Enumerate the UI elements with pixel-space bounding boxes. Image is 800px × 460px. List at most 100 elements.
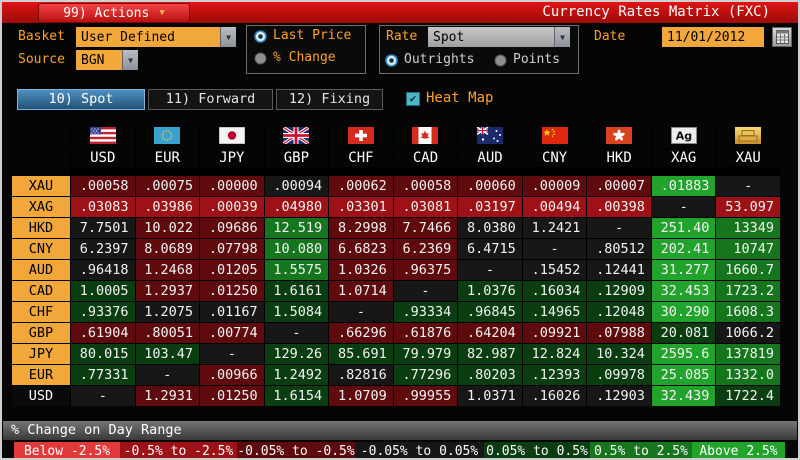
cell-usd-gbp[interactable]: 1.6154 [264,386,329,406]
cell-xau-hkd[interactable]: .00007 [587,176,651,196]
date-field[interactable]: 11/01/2012 [662,27,764,47]
cell-xau-xau[interactable]: - [716,176,780,196]
cell-chf-hkd[interactable]: .12048 [587,302,651,322]
cell-gbp-jpy[interactable]: .00774 [200,323,264,343]
cell-eur-cad[interactable]: .77296 [393,365,458,385]
cell-chf-eur[interactable]: 1.2075 [135,302,200,322]
cell-gbp-xag[interactable]: 20.081 [651,323,716,343]
cell-chf-jpy[interactable]: .01167 [200,302,264,322]
cell-eur-hkd[interactable]: .09978 [587,365,651,385]
cell-xag-xau[interactable]: 53.097 [716,197,780,217]
cell-eur-chf[interactable]: .82816 [329,365,393,385]
cell-hkd-xau[interactable]: 13349 [716,218,780,238]
cell-xag-chf[interactable]: .03301 [329,197,393,217]
cell-eur-eur[interactable]: - [135,365,200,385]
cell-hkd-cny[interactable]: 1.2421 [522,218,587,238]
cell-aud-hkd[interactable]: .12441 [587,260,651,280]
cell-eur-xag[interactable]: 25.085 [651,365,716,385]
cell-jpy-aud[interactable]: 82.987 [458,344,522,364]
cell-usd-jpy[interactable]: .01250 [200,386,264,406]
cell-xau-cny[interactable]: .00009 [522,176,587,196]
cell-jpy-eur[interactable]: 103.47 [135,344,200,364]
cell-hkd-hkd[interactable]: - [587,218,651,238]
heatmap-checkbox[interactable]: ✔ [406,92,420,106]
cell-cad-gbp[interactable]: 1.6161 [264,281,329,301]
cell-cad-cad[interactable]: - [393,281,458,301]
cell-chf-cad[interactable]: .93334 [393,302,458,322]
calendar-button[interactable] [772,27,792,47]
cell-cny-aud[interactable]: 6.4715 [458,239,522,259]
cell-xag-cny[interactable]: .00494 [522,197,587,217]
cell-eur-usd[interactable]: .77331 [71,365,135,385]
cell-gbp-usd[interactable]: .61904 [71,323,135,343]
cell-eur-aud[interactable]: .80203 [458,365,522,385]
cell-hkd-cad[interactable]: 7.7466 [393,218,458,238]
cell-usd-chf[interactable]: 1.0709 [329,386,393,406]
cell-aud-cny[interactable]: .15452 [522,260,587,280]
cell-usd-cny[interactable]: .16026 [522,386,587,406]
cell-eur-gbp[interactable]: 1.2492 [264,365,329,385]
cell-aud-xau[interactable]: 1660.7 [716,260,780,280]
cell-usd-xau[interactable]: 1722.4 [716,386,780,406]
cell-jpy-cad[interactable]: 79.979 [393,344,458,364]
cell-jpy-chf[interactable]: 85.691 [329,344,393,364]
cell-xau-eur[interactable]: .00075 [135,176,200,196]
cell-hkd-eur[interactable]: 10.022 [135,218,200,238]
cell-xag-usd[interactable]: .03083 [71,197,135,217]
cell-jpy-xag[interactable]: 2595.6 [651,344,716,364]
cell-aud-jpy[interactable]: .01205 [200,260,264,280]
tab-----forward[interactable]: 11) Forward [148,89,273,110]
cell-cny-jpy[interactable]: .07798 [200,239,264,259]
cell-jpy-gbp[interactable]: 129.26 [264,344,329,364]
cell-cny-xau[interactable]: 10747 [716,239,780,259]
cell-cad-cny[interactable]: .16034 [522,281,587,301]
cell-xau-cad[interactable]: .00058 [393,176,458,196]
chevron-down-icon[interactable]: ▼ [220,27,236,47]
cell-usd-cad[interactable]: .99955 [393,386,458,406]
radio-pct-change[interactable]: % Change [254,51,336,65]
cell-xag-gbp[interactable]: .04980 [264,197,329,217]
cell-gbp-cny[interactable]: .09921 [522,323,587,343]
cell-jpy-hkd[interactable]: 10.324 [587,344,651,364]
cell-usd-eur[interactable]: 1.2931 [135,386,200,406]
cell-jpy-jpy[interactable]: - [200,344,264,364]
cell-xau-chf[interactable]: .00062 [329,176,393,196]
cell-cad-usd[interactable]: 1.0005 [71,281,135,301]
basket-select[interactable]: User Defined ▼ [76,27,236,47]
cell-hkd-gbp[interactable]: 12.519 [264,218,329,238]
chevron-down-icon[interactable]: ▼ [554,27,570,47]
cell-usd-usd[interactable]: - [71,386,135,406]
tab-----spot[interactable]: 10) Spot [17,89,145,110]
cell-jpy-usd[interactable]: 80.015 [71,344,135,364]
cell-xau-jpy[interactable]: .00000 [200,176,264,196]
cell-aud-chf[interactable]: 1.0326 [329,260,393,280]
cell-cny-eur[interactable]: 8.0689 [135,239,200,259]
cell-cad-eur[interactable]: 1.2937 [135,281,200,301]
cell-usd-aud[interactable]: 1.0371 [458,386,522,406]
cell-hkd-usd[interactable]: 7.7501 [71,218,135,238]
cell-chf-aud[interactable]: .96845 [458,302,522,322]
cell-gbp-hkd[interactable]: .07988 [587,323,651,343]
cell-gbp-cad[interactable]: .61876 [393,323,458,343]
cell-cny-cny[interactable]: - [522,239,587,259]
cell-hkd-jpy[interactable]: .09686 [200,218,264,238]
source-select[interactable]: BGN ▼ [76,50,138,70]
cell-gbp-eur[interactable]: .80051 [135,323,200,343]
cell-chf-gbp[interactable]: 1.5084 [264,302,329,322]
cell-cny-chf[interactable]: 6.6823 [329,239,393,259]
cell-eur-jpy[interactable]: .00966 [200,365,264,385]
cell-xag-jpy[interactable]: .00039 [200,197,264,217]
cell-cny-cad[interactable]: 6.2369 [393,239,458,259]
cell-hkd-aud[interactable]: 8.0380 [458,218,522,238]
cell-aud-xag[interactable]: 31.277 [651,260,716,280]
cell-aud-aud[interactable]: - [458,260,522,280]
cell-gbp-aud[interactable]: .64204 [458,323,522,343]
cell-xau-usd[interactable]: .00058 [71,176,135,196]
rate-select[interactable]: Spot ▼ [428,27,570,47]
cell-chf-usd[interactable]: .93376 [71,302,135,322]
cell-eur-xau[interactable]: 1332.0 [716,365,780,385]
actions-button[interactable]: 99) Actions ▼ [38,3,190,23]
cell-jpy-xau[interactable]: 137819 [716,344,780,364]
cell-cad-xag[interactable]: 32.453 [651,281,716,301]
cell-cad-xau[interactable]: 1723.2 [716,281,780,301]
